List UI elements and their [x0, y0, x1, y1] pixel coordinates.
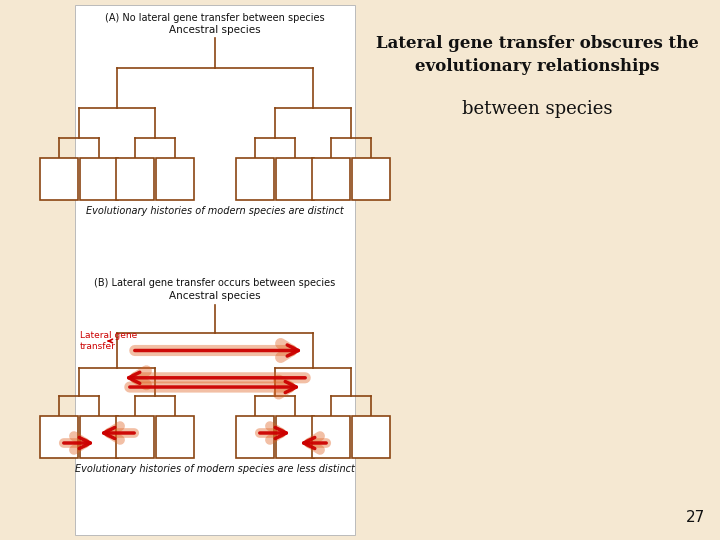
- Bar: [156, 158, 194, 200]
- Bar: [352, 158, 390, 200]
- Bar: [352, 416, 390, 458]
- FancyArrowPatch shape: [304, 437, 326, 449]
- Text: 27: 27: [685, 510, 705, 525]
- Bar: [116, 158, 154, 200]
- Text: evolutionary relationships: evolutionary relationships: [415, 58, 660, 75]
- FancyArrowPatch shape: [129, 372, 305, 383]
- Text: Lateral gene
transfer: Lateral gene transfer: [80, 332, 138, 350]
- Bar: [40, 158, 78, 200]
- FancyArrowPatch shape: [130, 380, 289, 394]
- Bar: [236, 158, 274, 200]
- Bar: [276, 416, 314, 458]
- FancyArrowPatch shape: [64, 437, 90, 449]
- Text: Evolutionary histories of modern species are distinct: Evolutionary histories of modern species…: [86, 206, 344, 216]
- FancyArrowPatch shape: [135, 371, 305, 384]
- Bar: [80, 158, 118, 200]
- Text: (B) Lateral gene transfer occurs between species: (B) Lateral gene transfer occurs between…: [94, 278, 336, 288]
- FancyArrowPatch shape: [130, 381, 297, 393]
- Bar: [236, 416, 274, 458]
- FancyArrowPatch shape: [135, 343, 292, 357]
- Text: Ancestral species: Ancestral species: [169, 291, 261, 301]
- FancyArrowPatch shape: [260, 428, 287, 438]
- Text: Lateral gene transfer obscures the: Lateral gene transfer obscures the: [376, 35, 699, 52]
- Bar: [312, 416, 350, 458]
- Text: between species: between species: [462, 100, 613, 118]
- Text: Ancestral species: Ancestral species: [169, 25, 261, 35]
- Bar: [276, 158, 314, 200]
- Bar: [80, 416, 118, 458]
- FancyArrowPatch shape: [309, 436, 326, 450]
- FancyArrowPatch shape: [104, 428, 134, 438]
- Bar: [40, 416, 78, 458]
- FancyBboxPatch shape: [75, 5, 355, 535]
- Bar: [116, 416, 154, 458]
- Text: Evolutionary histories of modern species are less distinct: Evolutionary histories of modern species…: [75, 464, 355, 474]
- FancyArrowPatch shape: [64, 436, 85, 450]
- FancyArrowPatch shape: [260, 426, 281, 440]
- Text: (A) No lateral gene transfer between species: (A) No lateral gene transfer between spe…: [105, 13, 325, 23]
- Bar: [156, 416, 194, 458]
- Bar: [312, 158, 350, 200]
- FancyArrowPatch shape: [109, 426, 134, 440]
- FancyArrowPatch shape: [135, 345, 298, 356]
